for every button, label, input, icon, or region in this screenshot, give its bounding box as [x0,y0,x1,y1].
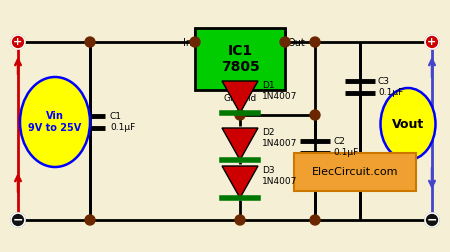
Text: Vin
9V to 25V: Vin 9V to 25V [28,111,81,133]
Text: +: + [428,37,436,47]
Polygon shape [222,81,258,113]
Circle shape [235,110,245,120]
Circle shape [11,35,25,49]
Polygon shape [222,128,258,160]
Text: −: − [13,213,23,227]
Text: C3
0.1μF: C3 0.1μF [378,77,403,97]
Circle shape [280,37,290,47]
Ellipse shape [381,88,436,160]
Text: D2
1N4007: D2 1N4007 [262,128,297,148]
Text: C1
0.1μF: C1 0.1μF [110,112,135,132]
Text: Out: Out [288,38,306,48]
Circle shape [235,215,245,225]
Circle shape [310,110,320,120]
Text: C2
0.1μF: C2 0.1μF [333,137,358,157]
Text: +: + [14,37,22,47]
Text: −: − [427,213,437,227]
Text: ElecCircuit.com: ElecCircuit.com [312,167,398,177]
Text: D3
1N4007: D3 1N4007 [262,166,297,186]
Circle shape [425,213,439,227]
Text: Ground: Ground [223,94,256,103]
Circle shape [425,35,439,49]
Text: IC1
7805: IC1 7805 [220,44,259,74]
Ellipse shape [20,77,90,167]
Circle shape [310,215,320,225]
Circle shape [11,213,25,227]
Circle shape [310,37,320,47]
Circle shape [190,37,200,47]
FancyBboxPatch shape [195,28,285,90]
Circle shape [85,215,95,225]
Polygon shape [222,166,258,198]
Circle shape [85,37,95,47]
FancyBboxPatch shape [294,153,416,191]
Text: Vout: Vout [392,117,424,131]
Text: D1
1N4007: D1 1N4007 [262,81,297,101]
Text: In: In [183,38,192,48]
